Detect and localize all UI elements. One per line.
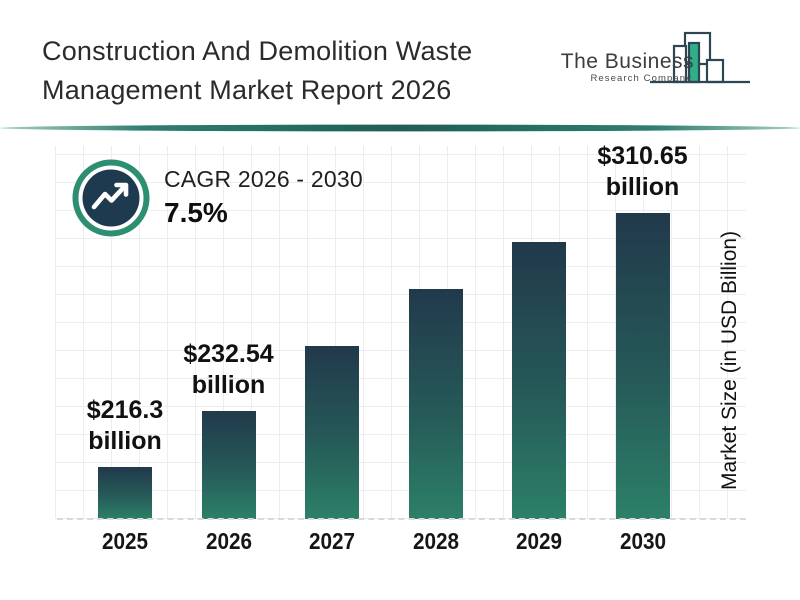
company-logo-name: The Business [560,50,694,73]
bar-group-2027 [305,146,359,519]
x-axis-label-2025: 2025 [101,528,149,554]
page-title: Construction And Demolition Waste Manage… [42,32,472,110]
cagr-value: 7.5% [164,197,228,228]
plot-area: $216.3 billion $232.54 billion $310.65 billio… [55,142,746,520]
bar-group-2025: $216.3 billion [87,146,163,519]
buildings-bars-icon [650,30,750,88]
bar-2030 [615,213,670,519]
x-axis: 2025 2026 2027 2028 2029 2030 [55,528,746,560]
bar-value-label-2030: $310.65 billion [597,142,688,201]
bar-2029 [512,242,566,519]
page-title-line2: Management Market Report 2026 [42,75,452,105]
x-axis-label-2029: 2029 [515,528,563,554]
bar-group-2026: $232.54 billion [183,146,274,519]
cagr-block: CAGR 2026 - 2030 7.5% [164,166,363,229]
company-logo-subtitle: Research Company [590,73,692,84]
company-logo: The Business Research Company [561,30,750,88]
cagr-label: CAGR 2026 - 2030 [164,166,363,192]
bar-value-label-2026: $232.54 billion [183,340,274,399]
x-axis-label-2028: 2028 [412,528,459,554]
bar-group-2028 [408,146,463,519]
x-axis-label-2027: 2027 [308,528,356,554]
bar-2026 [201,411,256,519]
company-logo-text: The Business Research Company [560,50,694,85]
trending-up-badge-icon [72,159,150,237]
x-axis-label-2026: 2026 [205,528,252,554]
x-axis-label-2030: 2030 [619,528,666,554]
page-title-line1: Construction And Demolition Waste [42,36,473,66]
bar-2028 [408,289,463,519]
y-axis-label: Market Size (in USD Billion) [718,230,741,491]
title-divider [0,121,800,133]
bar-2027 [305,346,359,519]
bar-2025 [98,467,152,519]
bar-value-label-2025: $216.3 billion [86,396,164,455]
bar-group-2029 [512,146,566,519]
bar-group-2030: $310.65 billion [597,142,688,519]
